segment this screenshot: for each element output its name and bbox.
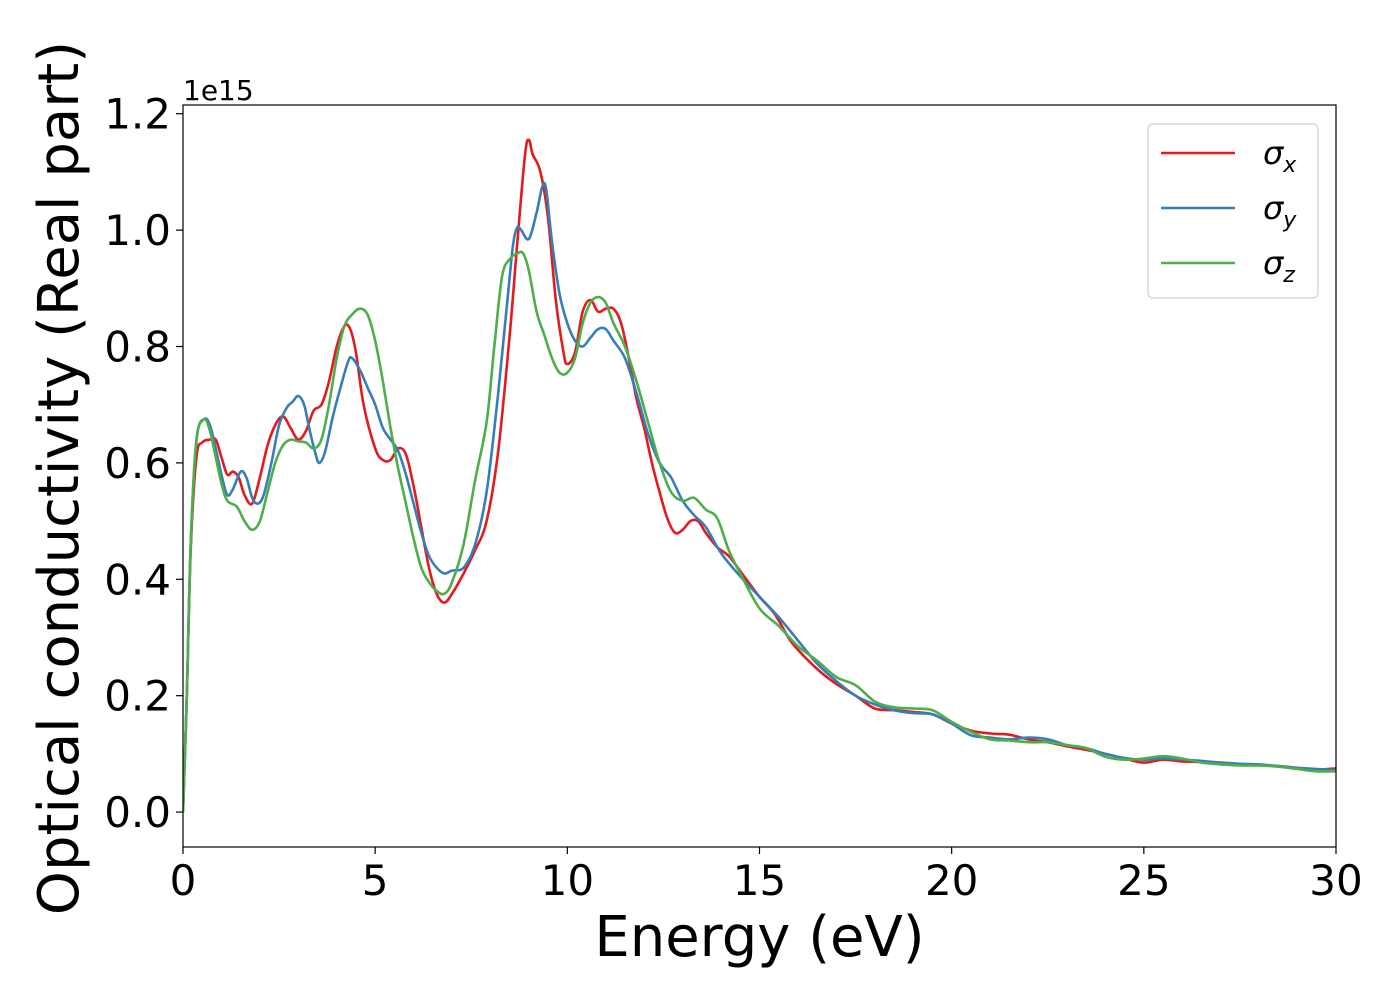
legend-label-x: σx [1263, 134, 1297, 178]
legend-label-z: σz [1263, 244, 1295, 288]
series-line-y [183, 181, 1336, 813]
y-tick-label: 0.8 [104, 323, 171, 372]
y-tick-label: 0.6 [104, 439, 171, 488]
y-axis-title: Optical conductivity (Real part) [27, 41, 92, 915]
x-tick-label: 20 [925, 856, 978, 905]
legend-label-y: σy [1263, 189, 1297, 233]
x-axis: 0 5 10 15 20 25 30 [170, 847, 1363, 905]
y-tick-label: 1.2 [104, 90, 171, 139]
y-tick-label: 0.4 [104, 555, 171, 604]
legend: σx σy σz [1147, 123, 1319, 299]
series-layer [183, 138, 1336, 813]
legend-box [1147, 123, 1319, 299]
series-line-z [183, 250, 1336, 813]
y-offset-text: 1e15 [183, 74, 254, 107]
x-tick-label: 25 [1117, 856, 1170, 905]
x-tick-label: 15 [733, 856, 786, 905]
x-tick-label: 0 [170, 856, 197, 905]
x-tick-label: 30 [1309, 856, 1362, 905]
x-tick-label: 10 [541, 856, 594, 905]
y-tick-label: 1.0 [104, 206, 171, 255]
x-tick-label: 5 [362, 856, 389, 905]
y-tick-label: 0.2 [104, 672, 171, 721]
x-axis-title: Energy (eV) [594, 905, 924, 970]
y-tick-label: 0.0 [104, 788, 171, 837]
series-line-x [183, 138, 1336, 813]
y-axis: 0.0 0.2 0.4 0.6 0.8 1.0 1.2 [104, 90, 183, 837]
